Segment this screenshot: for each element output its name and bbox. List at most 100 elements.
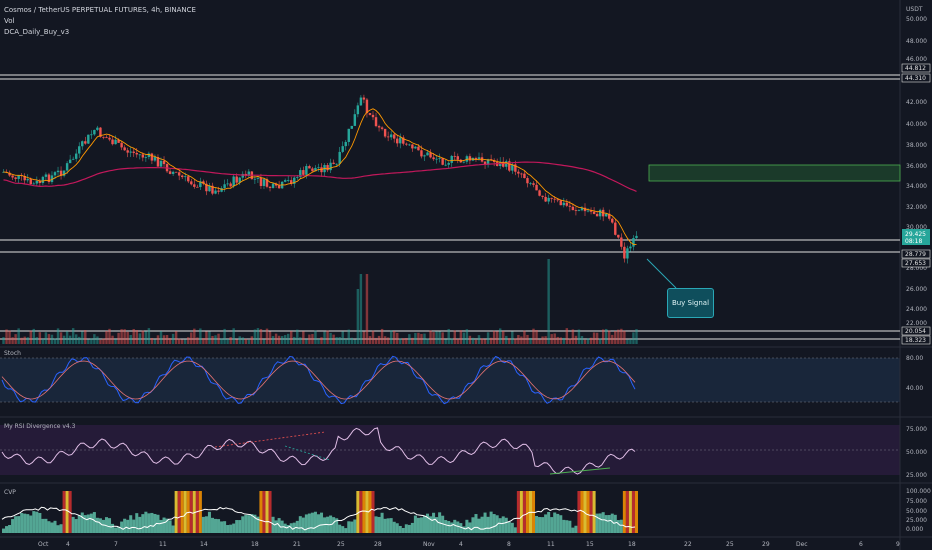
cvp-bar xyxy=(432,512,436,533)
volume-bar xyxy=(41,338,45,344)
cvp-bar xyxy=(62,491,66,533)
cvp-bar xyxy=(571,527,575,533)
price-tag-text: 27.653 xyxy=(905,260,926,267)
ma-fast-line xyxy=(3,108,637,245)
volume-bar xyxy=(450,338,453,344)
candle xyxy=(620,237,623,247)
time-tick: 14 xyxy=(200,541,208,548)
price-tick: 38.000 xyxy=(906,142,927,149)
volume-bar xyxy=(544,336,547,344)
candle xyxy=(156,157,160,167)
volume-bar xyxy=(359,274,363,344)
vol-label[interactable]: Vol xyxy=(4,17,15,25)
volume-bar xyxy=(14,334,17,344)
cvp-bar xyxy=(453,519,457,533)
candle xyxy=(589,210,593,212)
candle xyxy=(614,222,617,235)
cvp-bar xyxy=(507,521,511,533)
cvp-bar xyxy=(32,511,36,533)
cvp-bar xyxy=(471,517,475,533)
cvp-tick: 75.000 xyxy=(906,498,927,505)
volume-bar xyxy=(190,332,193,344)
cvp-bar xyxy=(247,515,251,533)
cvp-bar xyxy=(250,514,254,533)
candle xyxy=(338,151,341,164)
target-zone[interactable] xyxy=(648,164,901,182)
cvp-bar xyxy=(577,491,581,533)
volume-bar xyxy=(193,328,196,344)
cvp-bar xyxy=(265,491,269,533)
volume-bar xyxy=(502,330,505,344)
candle xyxy=(241,173,244,178)
volume-bar xyxy=(595,332,599,344)
volume-bar xyxy=(550,334,553,344)
buy-signal-callout[interactable]: Buy Signal xyxy=(667,288,714,318)
volume-bar xyxy=(532,328,535,344)
candle xyxy=(99,127,102,137)
price-axis[interactable]: USDT 50.000 48.000 46.000 42.000 40.000 … xyxy=(906,6,927,327)
volume-bar xyxy=(108,328,111,344)
candle xyxy=(544,196,547,202)
cvp-bar xyxy=(126,519,130,533)
candle xyxy=(514,164,517,172)
candle xyxy=(290,180,293,184)
volume-bar xyxy=(214,335,217,344)
candle xyxy=(199,181,202,188)
cvp-bar xyxy=(101,519,105,533)
cvp-bar xyxy=(613,514,617,533)
cvp-bar xyxy=(401,527,405,533)
candle xyxy=(368,113,372,115)
volume-bar xyxy=(241,337,244,344)
volume-bar xyxy=(168,338,172,344)
volume-bar xyxy=(396,332,399,344)
candle xyxy=(632,238,635,247)
volume-bar xyxy=(111,335,114,344)
cvp-bar xyxy=(398,525,402,533)
candle xyxy=(592,211,596,214)
candle xyxy=(629,246,632,249)
volume-bar xyxy=(5,329,8,344)
candle xyxy=(502,161,505,167)
volume-bar xyxy=(577,329,581,344)
candle xyxy=(329,162,332,171)
volume-bar xyxy=(286,333,290,344)
time-tick: Nov xyxy=(423,541,435,548)
symbol-title[interactable]: Cosmos / TetherUS PERPETUAL FUTURES, 4h,… xyxy=(4,6,196,14)
cvp-bar xyxy=(141,514,145,533)
candle xyxy=(362,97,366,100)
volume-bar xyxy=(383,336,387,344)
candle xyxy=(335,163,338,165)
time-axis[interactable]: Oct 4 7 11 14 18 21 25 28 Nov 4 8 11 15 18 22 25 29 Dec 6 9 xyxy=(38,541,900,548)
volume-bar xyxy=(332,334,335,344)
price-tag xyxy=(901,63,931,73)
volume-bar xyxy=(238,336,241,344)
cvp-bar xyxy=(132,519,136,533)
cvp-bar xyxy=(150,512,154,533)
candle xyxy=(532,183,535,185)
volume-bar xyxy=(323,331,326,344)
volume-bar xyxy=(520,336,523,344)
candle xyxy=(81,141,84,147)
candle xyxy=(71,158,75,160)
indicator-label[interactable]: DCA_Daily_Buy_v3 xyxy=(4,28,70,36)
volume-bar xyxy=(565,328,569,344)
volume-bar xyxy=(65,331,69,344)
volume-bar xyxy=(562,337,566,344)
volume-bar xyxy=(217,333,220,344)
volume-bar xyxy=(53,338,57,344)
candle xyxy=(535,184,538,191)
cvp-bar xyxy=(26,514,30,533)
cvp-bar xyxy=(516,491,520,533)
candle xyxy=(474,157,478,159)
volume-bar xyxy=(305,339,308,344)
cvp-bar xyxy=(226,525,230,533)
cvp-bar xyxy=(214,518,218,533)
cvp-bar xyxy=(138,516,142,533)
candle xyxy=(35,180,39,184)
volume-bar xyxy=(223,328,226,344)
volume-bar xyxy=(123,329,126,344)
volume-bar xyxy=(623,330,626,344)
cvp-bar xyxy=(162,517,166,533)
cvp-bar xyxy=(86,514,90,533)
